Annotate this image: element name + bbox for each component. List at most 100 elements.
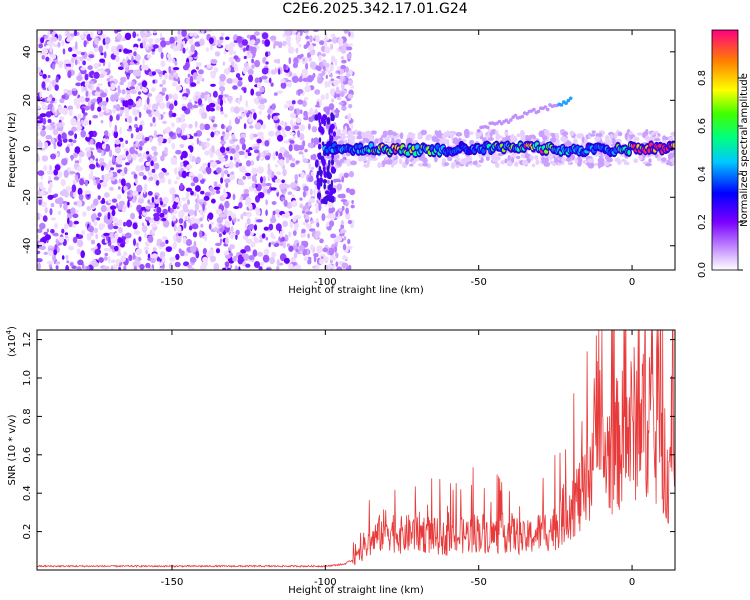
- noise-speckle: [108, 62, 111, 70]
- noise-speckle: [144, 64, 149, 71]
- noise-speckle: [97, 68, 105, 72]
- noise-speckle: [89, 138, 94, 145]
- noise-speckle: [313, 255, 317, 263]
- noise-speckle: [147, 253, 151, 259]
- noise-speckle: [256, 219, 263, 223]
- noise-speckle: [61, 132, 67, 140]
- noise-speckle: [51, 137, 55, 145]
- ridge-halo-speckle: [494, 162, 500, 168]
- noise-speckle: [286, 202, 293, 209]
- noise-speckle: [305, 211, 313, 215]
- noise-speckle: [125, 112, 130, 118]
- noise-speckle: [335, 235, 343, 243]
- noise-speckle: [126, 128, 133, 132]
- noise-speckle: [283, 199, 288, 207]
- noise-speckle: [131, 171, 136, 175]
- noise-speckle: [53, 143, 57, 150]
- noise-speckle: [132, 222, 138, 230]
- noise-speckle: [80, 67, 87, 71]
- noise-speckle: [333, 178, 338, 183]
- noise-speckle: [182, 236, 187, 244]
- ridge-halo-speckle: [502, 137, 506, 141]
- noise-speckle: [224, 200, 230, 209]
- noise-speckle: [117, 186, 121, 190]
- noise-speckle: [264, 155, 271, 161]
- ridge-halo-speckle: [564, 142, 570, 146]
- noise-speckle: [88, 120, 92, 125]
- noise-speckle: [37, 66, 41, 74]
- noise-speckle: [104, 192, 110, 198]
- noise-speckle: [37, 120, 43, 124]
- noise-speckle: [45, 111, 52, 118]
- noise-speckle: [342, 129, 347, 135]
- noise-speckle: [341, 176, 345, 183]
- noise-speckle: [224, 178, 231, 183]
- noise-speckle: [55, 76, 59, 83]
- noise-speckle: [68, 245, 75, 251]
- noise-speckle: [138, 145, 143, 151]
- ridge-halo-speckle: [476, 136, 480, 140]
- noise-speckle: [250, 108, 256, 113]
- noise-speckle: [95, 234, 99, 239]
- noise-speckle: [171, 112, 177, 118]
- x-tick-label: -50: [471, 277, 487, 288]
- noise-speckle: [168, 73, 173, 81]
- noise-speckle: [143, 104, 147, 111]
- noise-speckle: [148, 202, 155, 206]
- noise-speckle: [343, 172, 349, 178]
- noise-speckle: [57, 41, 61, 48]
- ridge-halo-speckle: [491, 157, 498, 163]
- noise-speckle: [302, 158, 309, 164]
- noise-speckle: [328, 247, 335, 256]
- noise-speckle: [90, 203, 95, 208]
- ridge-halo-speckle: [489, 131, 493, 138]
- ridge-halo-speckle: [653, 138, 661, 142]
- noise-speckle: [114, 222, 118, 226]
- ridge-halo-speckle: [412, 160, 416, 165]
- ridge-halo-speckle: [589, 133, 596, 137]
- noise-speckle: [257, 166, 264, 174]
- noise-speckle: [130, 89, 137, 95]
- ridge-halo-speckle: [456, 157, 461, 162]
- noise-speckle: [185, 187, 193, 192]
- noise-speckle: [253, 261, 261, 268]
- burst-speckle: [319, 122, 322, 127]
- spectrogram-heatmap: [37, 30, 675, 270]
- noise-speckle: [309, 35, 313, 43]
- noise-speckle: [283, 184, 290, 189]
- noise-speckle: [269, 241, 276, 245]
- noise-speckle: [207, 162, 211, 168]
- ridge-halo-speckle: [645, 162, 652, 167]
- noise-speckle: [244, 229, 251, 237]
- noise-speckle: [40, 37, 45, 44]
- noise-speckle: [323, 256, 329, 262]
- colorbar-tick-label: 0.4: [697, 166, 708, 182]
- noise-speckle: [253, 97, 260, 103]
- colorbar-ticks: 0.0 0.2 0.4 0.6 0.8: [697, 70, 743, 278]
- noise-speckle: [104, 134, 109, 139]
- y-tick-label: -40: [22, 238, 33, 254]
- noise-speckle: [240, 113, 245, 118]
- noise-speckle: [45, 56, 50, 62]
- noise-speckle: [124, 100, 129, 108]
- noise-speckle: [232, 85, 238, 90]
- ridge-halo-speckle: [591, 130, 596, 134]
- noise-speckle: [159, 102, 166, 110]
- noise-speckle: [118, 66, 124, 70]
- noise-speckle: [94, 37, 98, 45]
- noise-speckle: [84, 190, 91, 195]
- ridge-halo-speckle: [587, 161, 593, 167]
- noise-speckle: [246, 112, 250, 118]
- noise-speckle: [153, 122, 157, 128]
- noise-speckle: [199, 123, 205, 131]
- noise-speckle: [125, 94, 132, 101]
- noise-speckle: [123, 48, 129, 54]
- noise-speckle: [119, 81, 124, 86]
- ridge-halo-speckle: [504, 131, 509, 136]
- secondary-ridge-speckle: [520, 114, 525, 119]
- noise-speckle: [157, 136, 164, 144]
- noise-speckle: [86, 265, 90, 270]
- noise-speckle: [146, 109, 152, 115]
- noise-speckle: [278, 152, 283, 161]
- noise-speckle: [277, 134, 284, 142]
